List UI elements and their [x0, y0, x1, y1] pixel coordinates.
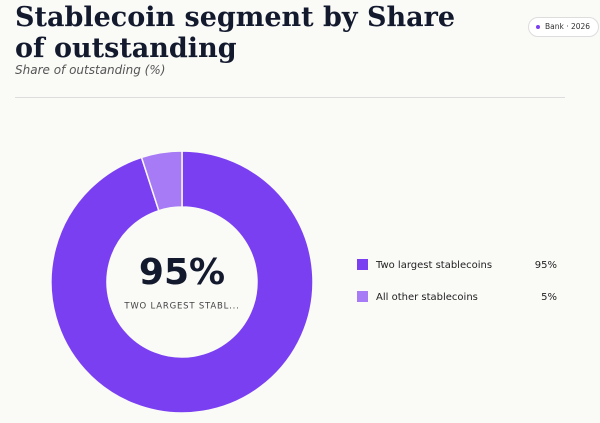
legend-swatch — [357, 291, 368, 302]
donut-slice — [50, 150, 314, 414]
donut-slice — [140, 150, 183, 212]
chart-subtitle: Share of outstanding (%) — [15, 63, 166, 77]
legend-swatch — [357, 259, 368, 270]
legend-label: All other stablecoins — [376, 292, 478, 303]
legend-label: Two largest stablecoins — [375, 260, 492, 271]
center-value: 95% — [139, 252, 225, 293]
divider — [15, 97, 565, 98]
badge: Bank · 2026 — [528, 17, 600, 37]
legend-value: 95% — [535, 260, 557, 271]
legend-value: 5% — [541, 292, 557, 303]
center-label: TWO LARGEST STABL... — [123, 302, 239, 312]
chart-title: Stablecoin segment by Share of outstandi… — [15, 2, 456, 64]
